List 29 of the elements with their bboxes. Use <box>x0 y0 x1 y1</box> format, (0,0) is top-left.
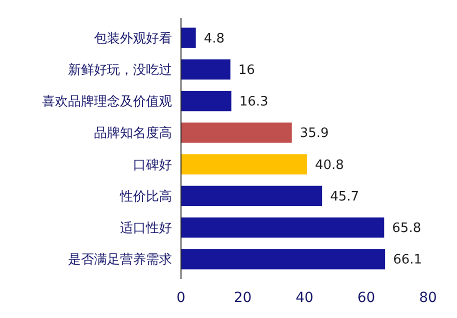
y-tick-label: 适口性好 <box>120 221 172 236</box>
data-label: 16.3 <box>239 94 268 110</box>
y-tick-label: 包装外观好看 <box>94 31 172 46</box>
x-tick-label: 40 <box>296 290 314 306</box>
y-tick-label: 是否满足营养需求 <box>68 252 172 268</box>
x-tick-label: 0 <box>176 290 186 306</box>
y-tick-label: 口碑好 <box>133 158 172 173</box>
y-tick-label: 性价比高 <box>119 188 172 204</box>
bar <box>181 122 292 143</box>
y-tick-label: 新鲜好玩，没吃过 <box>68 62 172 78</box>
x-tick-label: 60 <box>357 290 376 306</box>
bar <box>181 90 232 112</box>
bar <box>181 217 384 238</box>
bar <box>181 59 230 80</box>
data-label: 40.8 <box>314 158 344 173</box>
data-label: 35.9 <box>300 126 329 142</box>
bar <box>181 249 386 270</box>
x-tick-label: 20 <box>234 290 252 306</box>
bar <box>181 154 307 174</box>
y-tick-label: 喜欢品牌理念及价值观 <box>42 94 172 110</box>
data-label: 16 <box>238 62 255 78</box>
data-label: 4.8 <box>204 31 225 46</box>
x-tick-label: 80 <box>419 290 437 306</box>
data-label: 45.7 <box>330 189 360 204</box>
y-tick-label: 品牌知名度高 <box>94 125 172 142</box>
data-label: 65.8 <box>392 221 422 236</box>
data-label: 66.1 <box>393 252 422 268</box>
bar <box>181 186 322 206</box>
bar <box>181 28 196 48</box>
